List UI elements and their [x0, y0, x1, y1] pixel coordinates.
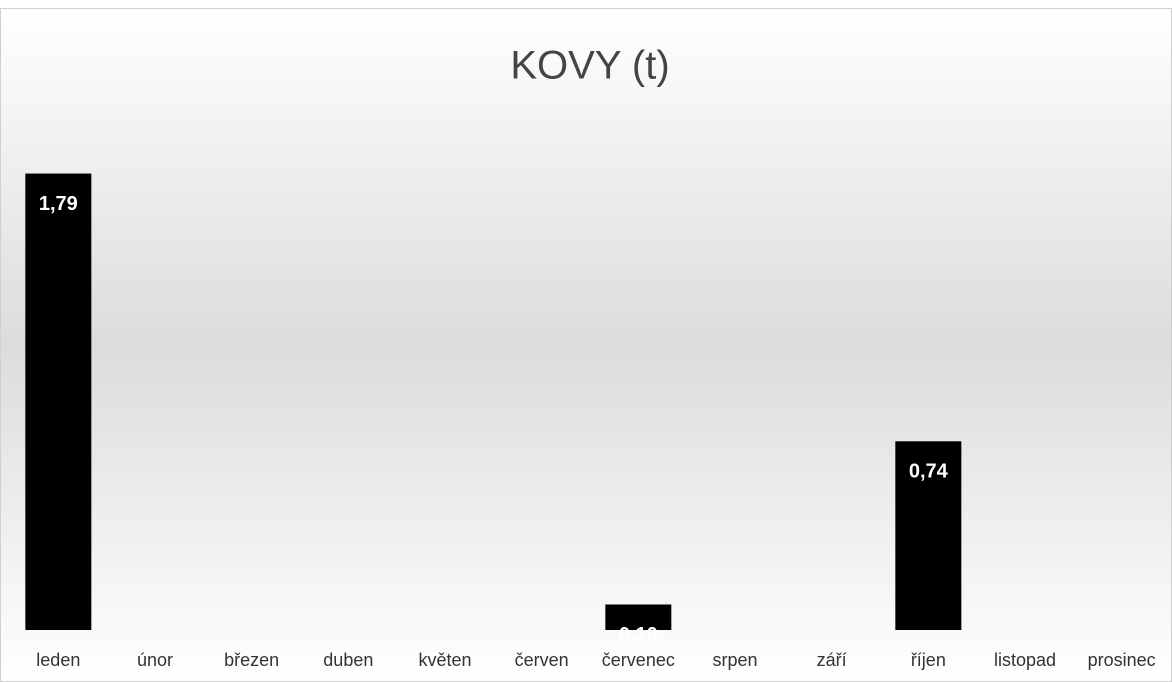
bar	[25, 173, 92, 631]
x-tick-label: listopad	[994, 650, 1056, 670]
x-tick-label: květen	[418, 650, 471, 670]
x-tick-label: červenec	[602, 650, 675, 670]
data-label: 1,79	[39, 193, 78, 215]
bar	[895, 441, 962, 630]
x-tick-label: únor	[137, 650, 173, 670]
x-tick-label: prosinec	[1088, 650, 1156, 670]
x-tick-label: září	[817, 650, 847, 670]
chart-title: KOVY (t)	[510, 44, 669, 88]
chart-background	[0, 8, 1172, 682]
data-label: 0,10	[619, 624, 658, 646]
x-tick-label: leden	[36, 650, 80, 670]
x-tick-label: říjen	[911, 650, 946, 670]
data-label: 0,74	[909, 461, 949, 483]
x-tick-label: srpen	[712, 650, 757, 670]
x-tick-label: březen	[224, 650, 279, 670]
x-tick-label: červen	[515, 650, 569, 670]
bar	[605, 604, 672, 630]
x-tick-label: duben	[323, 650, 373, 670]
